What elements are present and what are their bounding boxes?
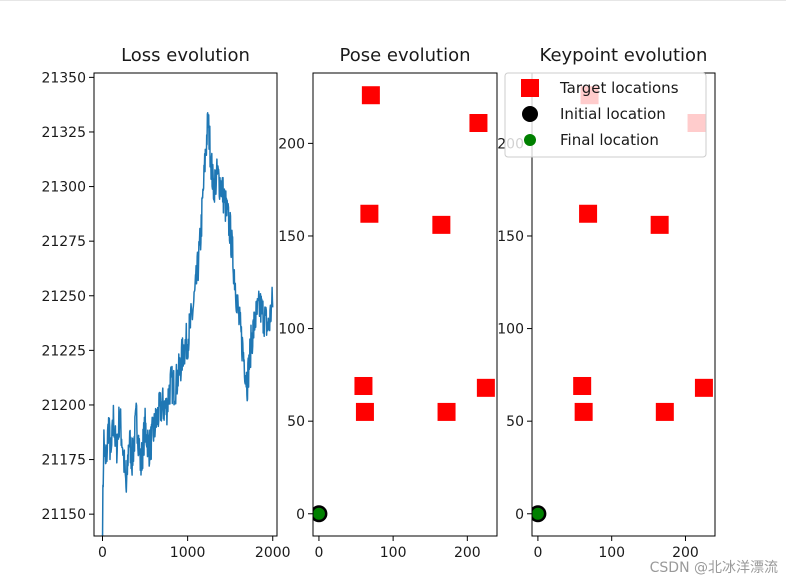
y-tick-label: 50 bbox=[506, 414, 524, 430]
final-location-marker bbox=[532, 507, 544, 520]
y-tick-label: 21325 bbox=[41, 125, 86, 141]
y-tick-label: 21300 bbox=[41, 180, 86, 196]
target-locations-marker bbox=[574, 402, 593, 421]
legend-marker-circle bbox=[524, 134, 536, 146]
y-tick-label: 21225 bbox=[41, 343, 86, 359]
x-tick-label: 100 bbox=[598, 545, 625, 561]
y-tick-label: 0 bbox=[515, 507, 524, 523]
x-tick-label: 1000 bbox=[170, 545, 206, 561]
target-locations-marker bbox=[694, 378, 713, 397]
target-locations-marker bbox=[655, 402, 674, 421]
y-tick-label: 50 bbox=[287, 414, 305, 430]
legend-box bbox=[504, 72, 707, 158]
y-tick-label: 100 bbox=[278, 322, 305, 338]
target-locations-marker bbox=[361, 86, 380, 105]
target-locations-marker bbox=[579, 204, 598, 223]
chart-title-2: Pose evolution bbox=[339, 45, 470, 66]
loss-line bbox=[101, 112, 274, 536]
y-tick-label: 0 bbox=[296, 507, 305, 523]
target-locations-marker bbox=[354, 376, 373, 395]
axes-frame-1 bbox=[93, 72, 278, 537]
target-locations-marker bbox=[469, 114, 488, 133]
chart-title-3: Keypoint evolution bbox=[540, 45, 708, 66]
legend-marker-circle bbox=[522, 106, 538, 122]
chart-title-1: Loss evolution bbox=[121, 45, 250, 66]
y-tick-label: 21350 bbox=[41, 70, 86, 86]
plot-area-2 bbox=[313, 86, 495, 523]
target-locations-marker bbox=[355, 402, 374, 421]
legend-label: Final location bbox=[560, 131, 659, 149]
y-tick-label: 100 bbox=[497, 322, 524, 338]
axes-frame-2 bbox=[312, 72, 498, 537]
target-locations-marker bbox=[437, 402, 456, 421]
y-tick-label: 21150 bbox=[41, 507, 86, 523]
y-tick-label: 21175 bbox=[41, 453, 86, 469]
legend-label: Target locations bbox=[559, 79, 679, 97]
target-locations-marker bbox=[476, 378, 495, 397]
y-tick-label: 21250 bbox=[41, 289, 86, 305]
x-tick-label: 200 bbox=[454, 545, 481, 561]
y-tick-label: 21200 bbox=[41, 398, 86, 414]
y-tick-label: 150 bbox=[278, 229, 305, 245]
x-tick-label: 0 bbox=[314, 545, 323, 561]
x-tick-label: 0 bbox=[533, 545, 542, 561]
watermark: CSDN @北冰洋漂流 bbox=[650, 560, 778, 576]
legend-label: Initial location bbox=[560, 105, 666, 123]
x-tick-label: 200 bbox=[672, 545, 699, 561]
x-tick-label: 100 bbox=[380, 545, 407, 561]
target-locations-marker bbox=[432, 215, 451, 234]
target-locations-marker bbox=[573, 376, 592, 395]
target-locations-marker bbox=[360, 204, 379, 223]
y-tick-label: 200 bbox=[278, 136, 305, 152]
target-locations-marker bbox=[650, 215, 669, 234]
x-tick-label: 2000 bbox=[255, 545, 291, 561]
final-location-marker bbox=[313, 507, 325, 520]
legend-marker-square bbox=[521, 79, 539, 97]
y-tick-label: 21275 bbox=[41, 234, 86, 250]
y-tick-label: 150 bbox=[497, 229, 524, 245]
plot-area-1 bbox=[101, 112, 274, 536]
x-tick-label: 0 bbox=[98, 545, 107, 561]
top-divider bbox=[0, 0, 786, 1]
